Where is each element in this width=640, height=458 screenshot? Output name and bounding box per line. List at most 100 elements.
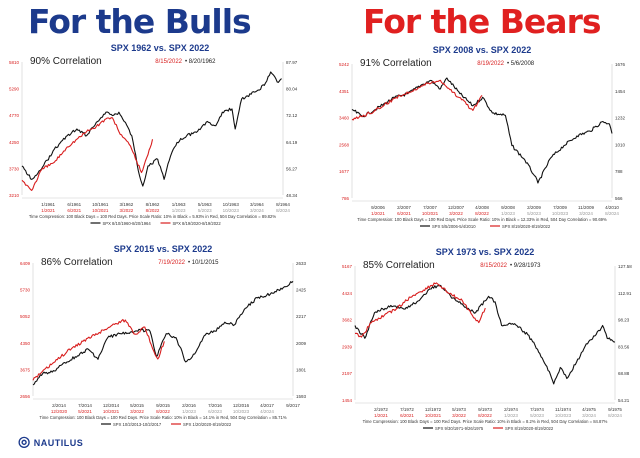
x-tick-label-red: 3/2022: [452, 413, 466, 418]
x-tick-label-black: 7/2007: [423, 205, 437, 210]
x-tick-label-black: 11/2009: [578, 205, 594, 210]
bulls-heading: For the Bulls: [28, 2, 252, 41]
right-tick-label: 1232: [615, 116, 626, 121]
x-tick-label-black: 6/1961: [67, 202, 81, 207]
x-tick-label-red: 1/2023: [172, 208, 186, 213]
x-tick-label-black: 5/1973: [452, 407, 466, 412]
x-tick-label-red: 3/2024: [582, 413, 596, 418]
x-tick-label-red: 3/2024: [250, 208, 264, 213]
left-tick-label: 5290: [9, 87, 20, 92]
black-series-line: [354, 284, 616, 385]
right-tick-label: 54.21: [618, 398, 630, 403]
red-date-label: 8/15/2022: [480, 263, 507, 269]
x-tick-label-red: 10/2021: [103, 409, 120, 414]
x-tick-label-black: 8/1962: [146, 202, 160, 207]
x-tick-label-black: 11/1974: [555, 407, 571, 412]
left-tick-label: 2568: [339, 142, 350, 147]
left-tick-label: 3210: [9, 193, 20, 198]
x-tick-label-black: 4/2017: [260, 403, 274, 408]
logo-text: NAUTILUS: [33, 438, 84, 448]
left-tick-label: 2197: [342, 371, 353, 376]
chart-title: SPX 1973 vs. SPX 2022: [436, 247, 535, 257]
x-tick-label-black: 7/2009: [553, 205, 567, 210]
black-series-line: [351, 77, 613, 184]
left-tick-label: 3682: [342, 318, 353, 323]
x-tick-label-red: 3/2022: [130, 409, 144, 414]
x-tick-label-red: 1/2021: [374, 413, 388, 418]
x-tick-label-black: 7/2014: [78, 403, 92, 408]
left-tick-label: 3730: [9, 166, 20, 171]
left-tick-label: 786: [341, 196, 349, 201]
x-tick-label-red: 10/2021: [92, 208, 109, 213]
right-tick-label: 127.58: [618, 264, 632, 269]
right-tick-label: 1454: [615, 89, 626, 94]
x-tick-label-black: 2/2016: [182, 403, 196, 408]
x-tick-label-red: 3/2022: [120, 208, 134, 213]
red-series-line: [32, 318, 165, 381]
footnote: Time Compression: 100 Black Days = 100 R…: [357, 217, 607, 222]
right-tick-label: 87.97: [286, 60, 298, 65]
x-tick-label-black: 2/1972: [374, 407, 388, 412]
x-tick-label-red: 6/2021: [397, 211, 411, 216]
right-tick-label: 2217: [296, 314, 307, 319]
left-tick-label: 2939: [342, 344, 353, 349]
x-tick-label-black: 2/2014: [52, 403, 66, 408]
left-tick-label: 2656: [20, 394, 31, 399]
x-tick-label-black: 7/1974: [530, 407, 544, 412]
x-tick-label-black: 5/2015: [130, 403, 144, 408]
left-tick-label: 5052: [20, 314, 31, 319]
x-tick-label-black: 10/1961: [92, 202, 109, 207]
footnote: Time Compression: 100 Black Days = 100 R…: [39, 415, 286, 420]
x-tick-label-black: 7/2016: [208, 403, 222, 408]
legend-label-red: SPX 8/19/2020-8/19/2022: [502, 224, 551, 229]
x-tick-label-red: 5/2023: [530, 413, 544, 418]
right-tick-label: 83.56: [618, 344, 630, 349]
x-tick-label-black: 12/1972: [425, 407, 442, 412]
right-tick-label: 1676: [615, 62, 626, 67]
chart-title: SPX 2008 vs. SPX 2022: [433, 45, 532, 55]
x-tick-label-red: 1/2021: [371, 211, 385, 216]
black-series-line: [21, 71, 282, 187]
x-tick-label-red: 6/2023: [208, 409, 222, 414]
x-tick-label-red: 6/2021: [400, 413, 414, 418]
x-tick-label-black: 2/1974: [504, 407, 518, 412]
legend-label-black: SPX 10/2/2013-10/2/2017: [113, 422, 162, 427]
right-tick-label: 1593: [296, 394, 307, 399]
legend-label-red: SPX 1/20/2020-8/19/2022: [183, 422, 232, 427]
x-tick-label-black: 1/1963: [172, 202, 186, 207]
right-tick-label: 566: [615, 196, 623, 201]
correlation-label: 85% Correlation: [363, 260, 435, 271]
black-date-label: • 9/28/1973: [510, 263, 541, 269]
x-tick-label-red: 8/2024: [276, 208, 290, 213]
x-tick-label-red: 10/2021: [422, 211, 439, 216]
left-tick-label: 5810: [9, 60, 20, 65]
right-tick-label: 1801: [296, 367, 307, 372]
footnote: Time Compression: 100 Black Days = 100 R…: [363, 419, 608, 424]
x-tick-label-red: 5/2023: [198, 208, 212, 213]
right-tick-label: 72.12: [286, 113, 298, 118]
red-series-line: [351, 79, 483, 121]
x-tick-label-red: 5/2023: [527, 211, 541, 216]
x-tick-label-black: 3/1964: [250, 202, 264, 207]
x-tick-label-black: 9/1975: [608, 407, 622, 412]
red-series-line: [354, 282, 486, 338]
right-tick-label: 98.23: [618, 318, 630, 323]
chart-title: SPX 2015 vs. SPX 2022: [114, 244, 213, 254]
x-tick-label-black: 12/2007: [448, 205, 465, 210]
left-tick-label: 3460: [339, 116, 350, 121]
correlation-label: 86% Correlation: [41, 257, 113, 268]
x-tick-label-black: 10/1963: [223, 202, 240, 207]
left-tick-label: 3675: [20, 367, 31, 372]
left-tick-label: 6409: [20, 261, 31, 266]
x-tick-label-black: 4/2010: [605, 205, 619, 210]
black-date-label: • 8/20/1962: [185, 59, 216, 65]
x-tick-label-black: 2/2007: [397, 205, 411, 210]
x-tick-label-red: 10/2023: [223, 208, 240, 213]
x-tick-label-black: 12/2016: [233, 403, 250, 408]
left-tick-label: 5167: [342, 264, 353, 269]
bears-heading: For the Bears: [363, 2, 601, 41]
x-tick-label-red: 1/2023: [182, 409, 196, 414]
right-tick-label: 1010: [615, 142, 626, 147]
x-tick-label-red: 8/2024: [608, 413, 622, 418]
